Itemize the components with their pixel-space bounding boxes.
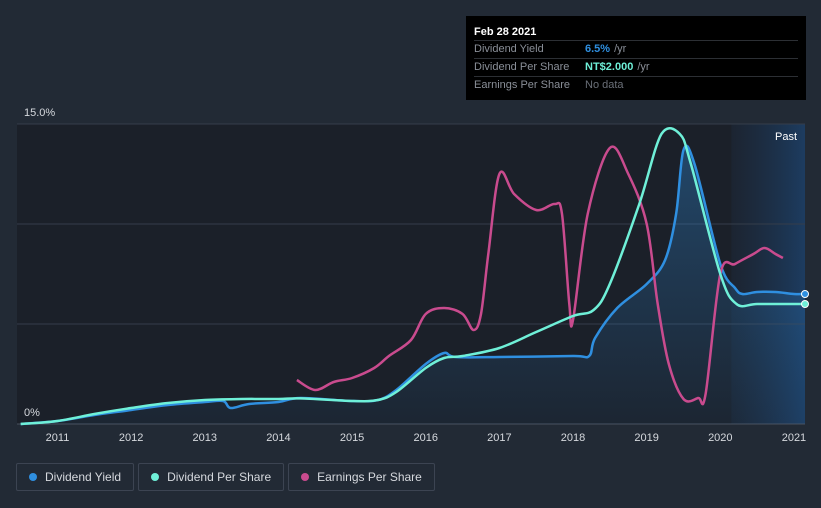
x-tick-label: 2014	[266, 432, 290, 444]
tooltip-row-value: 6.5%	[585, 43, 611, 55]
y-tick-label-zero: 0%	[24, 407, 40, 419]
legend-item-dividend-per-share[interactable]: Dividend Per Share	[138, 463, 285, 491]
legend-label: Earnings Per Share	[317, 470, 422, 484]
tooltip-row-unit: /yr	[637, 61, 650, 73]
series-end-point-dividend-per-share	[801, 300, 809, 308]
y-tick-label-top: 15.0%	[24, 107, 55, 119]
tooltip-row-earnings-per-share: Earnings Per Share No data	[474, 76, 798, 94]
series-layer	[20, 127, 809, 426]
x-tick-label: 2020	[708, 432, 732, 444]
tooltip-row-value: NT$2.000	[585, 61, 634, 73]
tooltip-row-name: Dividend Yield	[474, 43, 544, 55]
x-tick-label: 2018	[561, 432, 585, 444]
legend-item-earnings-per-share[interactable]: Earnings Per Share	[288, 463, 435, 491]
x-tick-label: 2017	[487, 432, 511, 444]
series-area-dividend-yield	[20, 145, 805, 424]
legend-label: Dividend Per Share	[167, 470, 272, 484]
series-end-point-dividend-yield	[801, 290, 809, 298]
dividend-chart: 2011 2012 2013 2014 2015 2016 2017 2018 2019 2020…	[17, 107, 809, 444]
legend-item-dividend-yield[interactable]: Dividend Yield	[16, 463, 135, 491]
x-tick-label: 2019	[634, 432, 658, 444]
series-line-dividend-per-share	[20, 127, 805, 426]
tooltip-row-dividend-yield: Dividend Yield 6.5% /yr	[474, 40, 798, 58]
series-line-earnings-per-share	[296, 145, 784, 406]
tooltip-row-dividend-per-share: Dividend Per Share NT$2.000 /yr	[474, 58, 798, 76]
tooltip-row-unit: /yr	[614, 43, 627, 55]
tooltip-row-name: Dividend Per Share	[474, 61, 570, 73]
tooltip-row-name: Earnings Per Share	[474, 79, 570, 91]
x-tick-label: 2012	[119, 432, 143, 444]
legend: Dividend Yield Dividend Per Share Earnin…	[16, 463, 435, 491]
tooltip-row-value: No data	[585, 79, 624, 91]
x-tick-label: 2011	[46, 432, 70, 444]
past-label: Past	[775, 131, 797, 143]
x-tick-label: 2013	[193, 432, 217, 444]
tooltip-date: Feb 28 2021	[474, 26, 537, 38]
legend-dot-icon	[301, 473, 310, 481]
legend-dot-icon	[151, 473, 160, 481]
legend-dot-icon	[29, 473, 37, 481]
x-tick-label: 2015	[340, 432, 364, 444]
tooltip: Feb 28 2021 Dividend Yield 6.5% /yr Divi…	[466, 16, 806, 100]
x-tick-label: 2016	[413, 432, 437, 444]
legend-label: Dividend Yield	[45, 470, 122, 484]
x-axis-ticks: 2011 2012 2013 2014 2015 2016 2017 2018 2019 2020…	[46, 432, 807, 444]
x-tick-label: 2021	[782, 432, 806, 444]
